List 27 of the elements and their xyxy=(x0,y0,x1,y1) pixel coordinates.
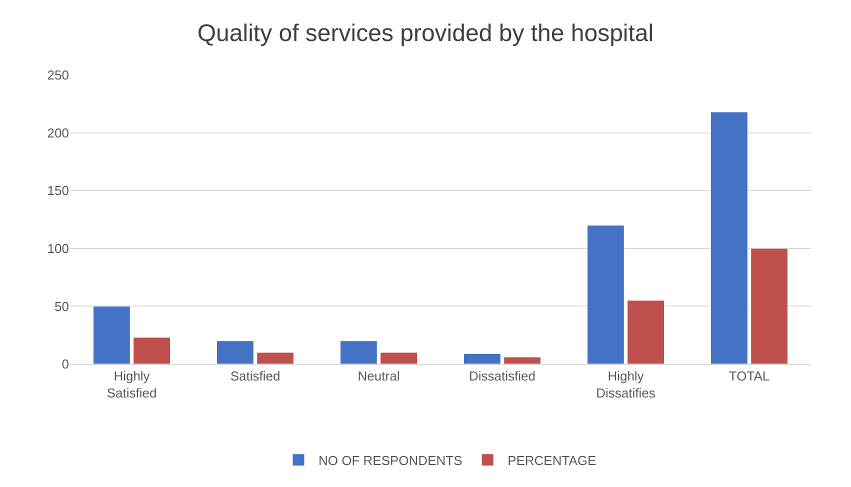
bar xyxy=(463,353,501,364)
bar xyxy=(380,352,418,364)
legend-label: NO OF RESPONDENTS xyxy=(318,452,463,468)
y-tick-label: 150 xyxy=(47,183,69,198)
bar xyxy=(504,356,542,364)
legend-label: PERCENTAGE xyxy=(508,452,596,468)
x-tick-label: Highly Satisfied xyxy=(106,368,157,400)
y-tick-label: 0 xyxy=(62,356,69,372)
bar xyxy=(586,225,624,364)
bar xyxy=(750,248,788,364)
chart-title: Quality of services provided by the hospital xyxy=(197,20,654,48)
bar xyxy=(710,112,748,364)
x-tick-label: Neutral xyxy=(358,368,400,384)
y-tick-label: 100 xyxy=(47,240,69,256)
x-tick-label: TOTAL xyxy=(728,368,770,384)
y-tick-label: 200 xyxy=(47,125,69,140)
bar xyxy=(133,337,171,364)
x-tick-label: Satisfied xyxy=(230,368,280,384)
bar xyxy=(256,352,294,364)
bar xyxy=(627,300,665,364)
bar xyxy=(340,340,378,364)
bar xyxy=(216,340,254,364)
x-tick-label: Highly Dissatifies xyxy=(596,368,656,400)
y-tick-label: 50 xyxy=(54,298,69,314)
x-tick-label: Dissatisfied xyxy=(469,368,536,384)
y-tick-label: 250 xyxy=(47,68,69,83)
bar xyxy=(92,306,130,364)
